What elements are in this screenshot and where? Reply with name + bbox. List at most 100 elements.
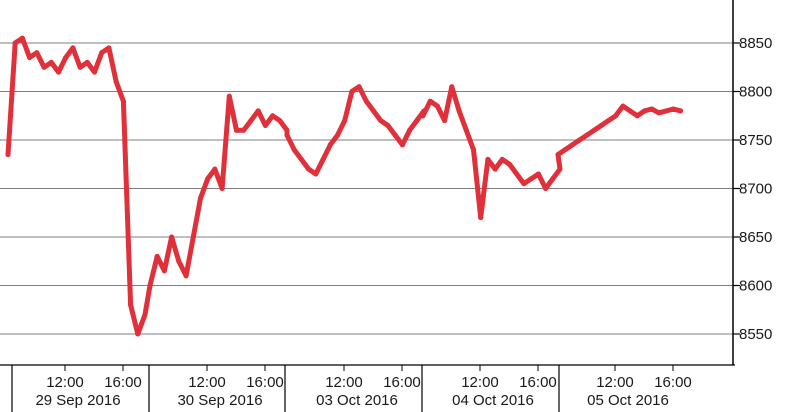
data-point — [634, 113, 640, 119]
data-point — [399, 142, 405, 148]
data-point — [128, 302, 134, 308]
data-point — [154, 253, 160, 259]
y-tick-label: 8600 — [739, 278, 772, 295]
data-point — [349, 89, 355, 94]
x-time-label: 12:00 — [188, 374, 226, 391]
x-time-label: 12:00 — [596, 374, 634, 391]
data-point — [327, 142, 333, 148]
data-point — [421, 108, 427, 114]
data-point — [77, 64, 83, 70]
data-point — [219, 186, 225, 191]
data-point — [335, 132, 340, 138]
data-point — [427, 98, 433, 104]
data-point — [463, 127, 469, 133]
data-point — [27, 55, 33, 61]
data-point — [19, 35, 25, 41]
data-point — [176, 258, 182, 264]
data-point — [277, 118, 283, 124]
y-axis-ticks: 8550 8600 8650 8700 8750 8800 8850 — [733, 35, 772, 343]
data-point — [442, 118, 448, 124]
data-point — [363, 98, 369, 104]
data-point — [642, 108, 647, 114]
series-line — [5, 35, 684, 337]
data-point — [142, 312, 148, 318]
data-point — [205, 176, 211, 182]
data-point — [48, 59, 54, 65]
data-point — [449, 84, 455, 90]
x-time-label: 16:00 — [519, 374, 557, 391]
data-point — [606, 118, 611, 124]
data-point — [84, 59, 90, 65]
data-point — [663, 108, 669, 114]
data-point — [169, 234, 175, 240]
data-point — [262, 123, 268, 128]
data-point — [342, 118, 348, 124]
data-point — [620, 103, 626, 109]
data-point — [499, 156, 505, 162]
data-point — [298, 156, 304, 162]
data-point — [161, 268, 167, 274]
y-tick-label: 8750 — [739, 132, 772, 149]
data-point — [577, 137, 583, 143]
data-point — [555, 152, 561, 158]
data-point — [291, 147, 297, 153]
data-point — [41, 64, 47, 70]
data-point — [456, 108, 462, 114]
data-point — [92, 69, 97, 75]
data-point — [507, 161, 512, 167]
data-point — [514, 171, 520, 177]
x-time-label: 16:00 — [246, 374, 284, 391]
data-point — [99, 50, 105, 56]
x-time-label: 12:00 — [325, 374, 363, 391]
data-point — [113, 79, 119, 85]
date-separators — [11, 365, 560, 412]
data-point — [678, 108, 684, 114]
data-point — [656, 110, 662, 116]
data-point — [598, 123, 604, 128]
data-point — [562, 147, 568, 153]
x-time-label: 12:00 — [46, 374, 84, 391]
x-time-label: 16:00 — [383, 374, 421, 391]
data-point — [313, 171, 319, 177]
data-point — [543, 186, 549, 191]
data-point — [106, 45, 112, 51]
data-point — [226, 93, 232, 99]
x-date-label: 03 Oct 2016 — [316, 392, 398, 409]
data-point — [591, 127, 597, 133]
data-point — [420, 113, 426, 119]
data-point — [147, 283, 153, 288]
data-point — [557, 166, 563, 172]
data-point — [584, 132, 590, 138]
gridlines — [0, 42, 733, 335]
data-point — [56, 69, 61, 75]
data-point — [485, 156, 491, 162]
data-point — [320, 156, 326, 162]
data-point — [120, 98, 126, 104]
data-point — [535, 171, 541, 177]
data-point — [183, 273, 189, 279]
data-point — [34, 50, 40, 56]
data-point — [385, 123, 391, 128]
y-tick-label: 8700 — [739, 181, 772, 198]
data-point — [378, 118, 384, 124]
data-point — [255, 108, 261, 114]
x-date-label: 04 Oct 2016 — [452, 392, 534, 409]
data-point — [234, 127, 239, 133]
data-point — [70, 45, 76, 51]
data-point — [492, 166, 498, 172]
data-point — [521, 181, 527, 187]
x-time-label: 16:00 — [654, 374, 692, 391]
data-point — [356, 84, 362, 90]
y-tick-label: 8850 — [739, 35, 772, 52]
data-point — [371, 108, 376, 114]
data-point — [407, 127, 413, 133]
data-point — [306, 166, 312, 172]
data-point — [284, 132, 290, 138]
data-point — [569, 142, 575, 148]
data-point — [12, 40, 18, 46]
x-date-label: 30 Sep 2016 — [177, 392, 262, 409]
data-points — [5, 35, 684, 337]
data-point — [670, 106, 676, 112]
